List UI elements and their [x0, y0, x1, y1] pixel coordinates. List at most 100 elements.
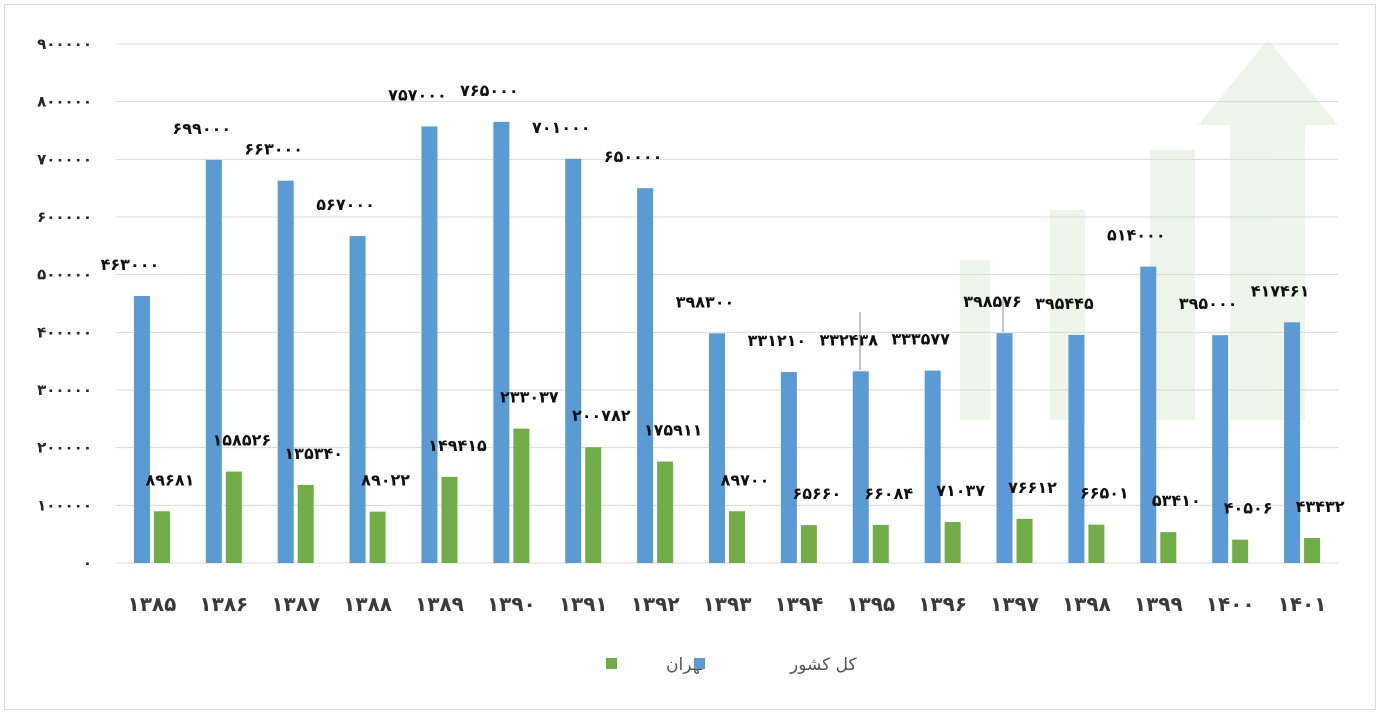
data-label-national: ۳۹۸۳۰۰	[676, 292, 735, 311]
x-tick-label: ۱۳۸۶	[199, 592, 248, 616]
data-label-national: ۶۶۳۰۰۰	[244, 140, 303, 159]
bar-tehran	[297, 484, 314, 563]
data-label-national: ۷۰۱۰۰۰	[532, 118, 591, 137]
bar-tehran	[729, 511, 745, 563]
bar-national	[205, 159, 222, 563]
data-label-national: ۷۵۷۰۰۰	[388, 85, 447, 104]
y-tick-label: ۴۰۰۰۰۰	[37, 323, 92, 341]
bar-national	[780, 372, 797, 563]
x-axis: ۱۳۸۵ ۱۳۸۶ ۱۳۸۷ ۱۳۸۸ ۱۳۸۹ ۱۳۹۰ ۱۳۹۱ ۱۳۹۲ ۱۳۹۳ ۱۳۹۴…	[128, 592, 1327, 616]
data-label-tehran: ۴۳۴۳۲	[1296, 497, 1345, 516]
bar-national	[1284, 322, 1301, 563]
data-label-national: ۳۳۱۲۱۰	[748, 331, 807, 350]
data-label-tehran: ۷۱۰۳۷	[936, 481, 985, 500]
data-label-national: ۵۱۴۰۰۰	[1107, 226, 1166, 245]
data-label-tehran: ۷۶۶۱۲	[1008, 478, 1057, 497]
data-label-tehran: ۴۰۵۰۶	[1224, 499, 1273, 518]
x-tick-label: ۱۳۹۴	[774, 592, 823, 616]
bar-national	[565, 158, 582, 564]
bar-tehran	[657, 461, 674, 563]
bar-national	[493, 121, 510, 563]
y-tick-label: ۶۰۰۰۰۰	[37, 208, 92, 226]
bar-tehran	[513, 428, 530, 563]
data-label-tehran: ۲۰۰۷۸۲	[572, 406, 631, 425]
bar-national	[996, 333, 1013, 563]
bar-national	[852, 371, 869, 563]
x-tick-label: ۱۴۰۱	[1278, 592, 1327, 616]
x-tick-label: ۱۳۹۲	[631, 592, 680, 616]
data-label-national: ۳۳۳۵۷۷	[891, 330, 950, 349]
bar-national	[349, 236, 366, 563]
bar-national	[637, 188, 654, 563]
data-label-national: ۴۶۳۰۰۰	[101, 255, 160, 274]
bar-tehran	[872, 524, 889, 563]
data-label-tehran: ۱۳۵۳۴۰	[284, 444, 343, 463]
legend: تهران کل کشور	[606, 655, 858, 675]
x-tick-label: ۱۳۸۵	[128, 592, 177, 616]
y-tick-label: ۲۰۰۰۰۰	[37, 439, 92, 457]
data-label-tehran: ۶۶۰۸۴	[864, 484, 913, 503]
y-tick-label: ۹۰۰۰۰۰	[37, 35, 92, 53]
legend-swatch	[694, 658, 705, 669]
data-label-national: ۴۱۷۴۶۱	[1251, 281, 1310, 300]
bar-tehran	[1304, 537, 1321, 563]
bar-national	[1212, 335, 1229, 563]
gridlines	[116, 43, 1338, 564]
bar-tehran	[944, 522, 961, 563]
x-tick-label: ۱۴۰۰	[1206, 592, 1255, 616]
bar-tehran	[1088, 524, 1105, 563]
data-label-tehran: ۱۷۵۹۱۱	[644, 421, 703, 440]
x-tick-label: ۱۳۸۹	[415, 592, 464, 616]
x-tick-label: ۱۳۹۸	[1062, 592, 1111, 616]
y-tick-label: ۵۰۰۰۰۰	[37, 266, 92, 284]
bar-national	[1068, 334, 1085, 563]
data-label-national: ۳۳۲۴۳۸	[819, 330, 878, 349]
bar-tehran	[585, 447, 602, 563]
x-tick-label: ۱۳۸۸	[343, 592, 392, 616]
x-tick-label: ۱۳۹۳	[703, 592, 752, 616]
x-tick-label: ۱۳۸۷	[271, 592, 320, 616]
y-tick-label: ۷۰۰۰۰۰	[37, 150, 92, 168]
bar-tehran	[225, 471, 242, 563]
data-label-tehran: ۱۵۸۵۲۶	[213, 431, 272, 450]
data-label-national: ۵۶۷۰۰۰	[316, 195, 375, 214]
data-label-national: ۳۹۸۵۷۶	[963, 292, 1022, 311]
data-label-national: ۳۹۵۰۰۰	[1179, 294, 1238, 313]
bar-national	[1140, 266, 1157, 563]
bar-national	[924, 370, 941, 563]
y-axis: ۰ ۱۰۰۰۰۰ ۲۰۰۰۰۰ ۳۰۰۰۰۰ ۴۰۰۰۰۰ ۵۰۰۰۰۰ ۶۰۰۰۰۰ ۷۰۰…	[37, 35, 92, 572]
bar-national	[709, 333, 725, 563]
data-label-tehran: ۱۴۹۴۱۵	[428, 436, 487, 455]
x-tick-label: ۱۳۹۵	[846, 592, 895, 616]
y-tick-label: ۱۰۰۰۰۰	[37, 496, 92, 514]
bar-tehran	[441, 476, 458, 563]
data-label-tehran: ۶۶۵۰۱	[1080, 484, 1129, 503]
data-label-tehran: ۸۹۷۰۰	[721, 470, 770, 489]
data-label-tehran: ۶۵۶۶۰	[792, 484, 841, 503]
y-tick-label: ۰	[83, 554, 92, 572]
bar-tehran	[153, 511, 170, 563]
data-label-tehran: ۸۹۰۲۲	[361, 471, 410, 490]
data-label-national: ۳۹۵۴۴۵	[1035, 294, 1094, 313]
bar-tehran	[369, 511, 386, 563]
x-tick-label: ۱۳۹۹	[1134, 592, 1183, 616]
data-label-tehran: ۲۳۳۰۳۷	[500, 388, 559, 407]
x-tick-label: ۱۳۹۶	[918, 592, 967, 616]
data-labels: ۴۶۳۰۰۰ ۸۹۶۸۱ ۶۹۹۰۰۰ ۱۵۸۵۲۶ ۶۶۳۰۰۰ ۱۳۵۳۴۰ ۵۶۷۰۰…	[101, 81, 1345, 518]
bar-tehran	[1232, 539, 1249, 563]
data-label-tehran: ۵۳۴۱۰	[1152, 491, 1201, 510]
legend-swatch	[606, 658, 617, 669]
bar-tehran	[800, 525, 817, 563]
x-tick-label: ۱۳۹۱	[559, 592, 608, 616]
bars	[133, 121, 1321, 564]
x-tick-label: ۱۳۹۰	[487, 592, 536, 616]
bar-national	[277, 180, 294, 564]
bar-tehran	[1160, 532, 1177, 563]
legend-label: کل کشور	[789, 655, 858, 675]
y-tick-label: ۳۰۰۰۰۰	[37, 381, 92, 399]
data-label-national: ۶۵۰۰۰۰	[604, 147, 663, 166]
data-label-national: ۶۹۹۰۰۰	[173, 119, 232, 138]
x-tick-label: ۱۳۹۷	[990, 592, 1039, 616]
data-label-national: ۷۶۵۰۰۰	[460, 81, 519, 100]
